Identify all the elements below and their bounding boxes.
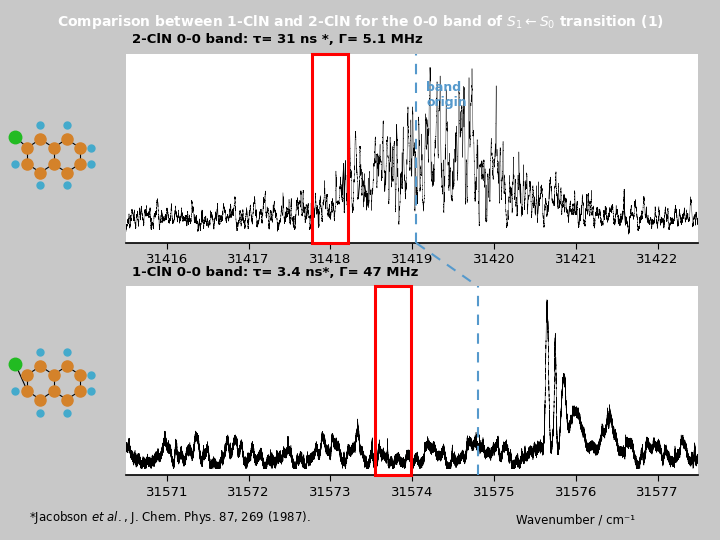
Bar — [312, 54, 348, 243]
Text: band
origin: band origin — [426, 81, 467, 109]
Text: Wavenumber / cm⁻¹: Wavenumber / cm⁻¹ — [516, 514, 636, 526]
Text: *Jacobson $\it{et\ al.}$, J. Chem. Phys. 87, 269 (1987).: *Jacobson $\it{et\ al.}$, J. Chem. Phys.… — [29, 510, 310, 526]
Text: 2-ClN 0-0 band: τ= 31 ns *, Γ= 5.1 MHz: 2-ClN 0-0 band: τ= 31 ns *, Γ= 5.1 MHz — [132, 33, 423, 46]
Text: Comparison between 1-ClN and 2-ClN for the 0-0 band of $S_1\leftarrow S_0$ trans: Comparison between 1-ClN and 2-ClN for t… — [57, 13, 663, 31]
Bar — [375, 286, 411, 475]
Text: 1-ClN 0-0 band: τ= 3.4 ns*, Γ= 47 MHz: 1-ClN 0-0 band: τ= 3.4 ns*, Γ= 47 MHz — [132, 266, 418, 279]
